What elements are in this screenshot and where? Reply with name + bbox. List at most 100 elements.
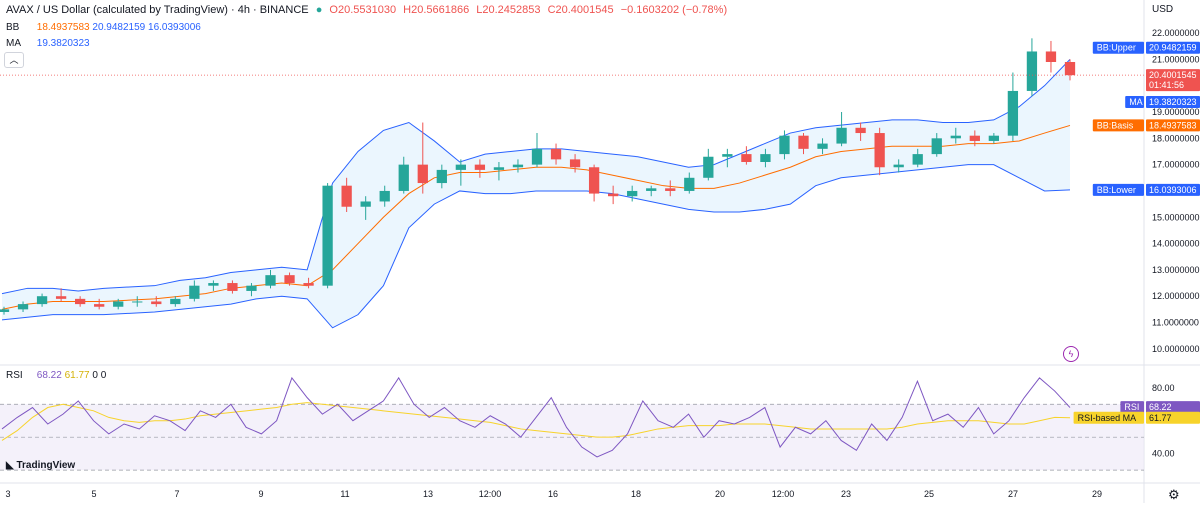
candle-body[interactable] (779, 135, 790, 155)
candle-body[interactable] (550, 148, 562, 160)
bb-legend[interactable]: BB 18.4937583 20.9482159 16.0393006 (6, 22, 201, 33)
candle-body[interactable] (760, 154, 771, 162)
price-label-value: 20.9482159 (1149, 43, 1197, 53)
candle-body[interactable] (17, 304, 29, 310)
candle-body[interactable] (0, 309, 10, 312)
candle-body[interactable] (455, 164, 467, 170)
candle-body[interactable] (227, 283, 238, 291)
candle-body[interactable] (874, 133, 885, 168)
lightning-icon[interactable]: ϟ (1063, 346, 1079, 362)
candle-body[interactable] (132, 301, 143, 303)
candle-body[interactable] (912, 154, 923, 165)
price-label-value: 18.4937583 (1149, 120, 1197, 130)
time-axis-tick: 27 (1008, 489, 1018, 499)
price-axis-tick: 22.0000000 (1152, 28, 1200, 38)
candle-body[interactable] (436, 169, 447, 184)
candle-body[interactable] (855, 127, 866, 134)
candle-body[interactable] (341, 185, 352, 207)
price-label-tag (1092, 183, 1144, 196)
candle-body[interactable] (817, 143, 828, 149)
candle-body[interactable] (1045, 51, 1057, 62)
candle-body[interactable] (379, 190, 390, 202)
candle-body[interactable] (722, 154, 733, 157)
candle-body[interactable] (474, 164, 486, 170)
candle-body[interactable] (627, 190, 638, 197)
candle-body[interactable] (265, 275, 276, 286)
candle-body[interactable] (36, 296, 48, 305)
candle-body[interactable] (512, 164, 524, 168)
candle-body[interactable] (151, 301, 162, 305)
candle-body[interactable] (798, 135, 809, 149)
bb-upper-value: 20.9482159 (92, 22, 146, 33)
price-label-tag (1092, 119, 1144, 132)
candle-body[interactable] (531, 148, 543, 165)
time-axis-tick: 20 (715, 489, 725, 499)
time-axis-tick: 25 (924, 489, 934, 499)
candle-body[interactable] (1064, 62, 1076, 76)
candle-body[interactable] (988, 135, 1000, 141)
candle-body[interactable] (950, 135, 961, 139)
gear-icon[interactable]: ⚙ (1168, 487, 1180, 502)
rsi-label-box (1146, 411, 1200, 424)
candle-body[interactable] (417, 164, 428, 184)
candle-body[interactable] (703, 156, 714, 178)
candle-body[interactable] (189, 285, 200, 299)
candle-body[interactable] (284, 275, 295, 284)
ohlc-low: L20.2452853 (476, 4, 541, 16)
rsi-axis-tick: 40.00 (1152, 449, 1175, 459)
price-label-tag (1125, 95, 1144, 108)
price-label-name: BB:Upper (1097, 43, 1136, 53)
candle-body[interactable] (1007, 90, 1019, 136)
candle-body[interactable] (360, 201, 371, 207)
candle-body[interactable] (893, 164, 904, 168)
candle-body[interactable] (646, 188, 657, 191)
time-axis-tick: 3 (5, 489, 10, 499)
candle-body[interactable] (94, 304, 105, 307)
candle-body[interactable] (931, 138, 942, 155)
candle-body[interactable] (588, 167, 600, 194)
symbol-title[interactable]: AVAX / US Dollar (calculated by TradingV… (6, 4, 309, 16)
candle-body[interactable] (1026, 51, 1038, 91)
candle-body[interactable] (665, 188, 676, 191)
candle-body[interactable] (322, 185, 333, 286)
rsi-ma-line (1, 402, 1071, 441)
currency-label[interactable]: USD (1152, 4, 1174, 15)
price-axis-tick: 21.0000000 (1152, 54, 1200, 64)
candle-body[interactable] (607, 193, 619, 197)
candle-body[interactable] (969, 135, 980, 141)
candle-body[interactable] (74, 298, 86, 305)
rsi-legend[interactable]: RSI 68.22 61.77 0 0 (6, 370, 106, 381)
tradingview-logo-icon: ◣ (6, 460, 14, 471)
candle-body[interactable] (398, 164, 409, 191)
candle-body[interactable] (684, 177, 695, 191)
candle-body[interactable] (113, 301, 124, 307)
rsi-value: 68.22 (36, 370, 62, 381)
candle-body[interactable] (170, 298, 181, 305)
collapse-legend-button[interactable]: ︿ (4, 52, 24, 68)
price-axis-tick: 19.0000000 (1152, 107, 1200, 117)
candle-body[interactable] (303, 283, 314, 286)
time-axis-tick: 12:00 (772, 489, 795, 499)
price-label-box (1146, 41, 1200, 54)
price-label-name: BB:Basis (1097, 120, 1134, 130)
time-axis-tick: 13 (423, 489, 433, 499)
status-dot-icon: ● (315, 4, 323, 16)
candle-body[interactable] (208, 283, 219, 286)
candle-body[interactable] (493, 167, 505, 170)
chart-header: AVAX / US Dollar (calculated by TradingV… (6, 4, 731, 16)
bb-lower-line (1, 164, 1071, 329)
price-label-tag (1092, 41, 1144, 54)
candle-body[interactable] (569, 159, 581, 168)
candle-body[interactable] (741, 154, 752, 162)
candle-body[interactable] (246, 285, 257, 291)
price-label-name: BB:Lower (1097, 185, 1136, 195)
tradingview-logo[interactable]: ◣ TradingView (6, 460, 75, 471)
ohlc-high: H20.5661866 (403, 4, 470, 16)
ma-legend[interactable]: MA 19.3820323 (6, 38, 90, 49)
candle-body[interactable] (55, 296, 67, 299)
rsi-label-value: 68.22 (1149, 402, 1172, 412)
candle-body[interactable] (836, 127, 847, 144)
rsi-label: RSI (6, 370, 23, 381)
